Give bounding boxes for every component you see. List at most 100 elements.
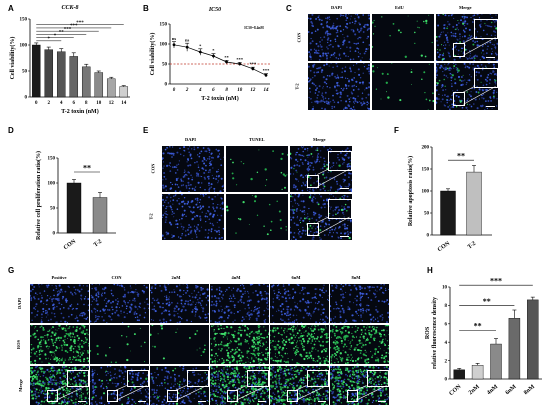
image-ros-2nm — [150, 325, 209, 364]
zoom-box-small — [226, 390, 238, 403]
column-label-6nm: 6nM — [291, 275, 301, 280]
data-point — [264, 73, 268, 77]
image-ros-6nm — [270, 325, 329, 364]
fluorescence-texture — [162, 146, 224, 192]
fluorescence-texture — [372, 14, 433, 58]
fluorescence-texture — [290, 194, 352, 240]
fluorescence-texture — [308, 63, 370, 110]
x-tick-label: 8 — [85, 101, 88, 106]
column-label-edu: EdU — [395, 5, 404, 10]
zoom-box-small — [286, 390, 298, 403]
fluorescence-texture — [150, 366, 209, 405]
image-merge-positive — [30, 366, 89, 405]
x-axis-label: T-2 toxin (nM) — [201, 95, 238, 102]
x-tick-label: 8 — [225, 88, 228, 93]
x-tick-label: T-2 — [467, 241, 477, 251]
data-point — [172, 43, 176, 47]
y-tick-label: 150 — [20, 18, 28, 23]
zoom-connector — [55, 385, 87, 401]
zoom-box-small — [307, 222, 320, 237]
y-axis-label: Relative apoptosis ratio(%) — [407, 156, 414, 226]
panel-label-b: B — [143, 4, 149, 13]
x-tick-label: 6nM — [505, 384, 518, 397]
zoom-connector — [317, 168, 350, 187]
significance-label: ** — [457, 152, 465, 161]
column-label-merge: Merge — [459, 5, 472, 10]
zoom-box-large — [306, 369, 329, 388]
bar — [453, 369, 465, 380]
y-tick-label: 2 — [445, 359, 448, 364]
y-tick-label: 150 — [48, 157, 56, 162]
y-tick-label: 0 — [53, 232, 56, 237]
zoom-connector — [235, 385, 267, 401]
bar — [31, 44, 41, 98]
fluorescence-texture — [372, 63, 434, 110]
x-axis-label: T-2 toxin (nM) — [61, 108, 98, 115]
x-tick-label: 4nM — [486, 384, 499, 397]
column-label-8nm: 8nM — [351, 275, 361, 280]
panel-label-g: G — [8, 266, 15, 275]
y-axis-label-line2: relative fluorescence density — [432, 297, 438, 369]
panel-label-f: F — [394, 126, 399, 135]
x-tick-label: T-2 — [93, 239, 103, 249]
significance-label: *** — [70, 24, 78, 29]
image-ros-positive — [30, 325, 89, 364]
fluorescence-texture — [270, 284, 329, 323]
data-point — [198, 50, 202, 54]
dapi-image — [308, 14, 370, 61]
fluorescence-texture — [162, 194, 224, 240]
image-merge-2nm — [150, 366, 209, 405]
dapi-image — [162, 194, 224, 240]
zoom-connector — [463, 86, 496, 105]
y-tick-label: 150 — [422, 168, 430, 173]
significance-label: * — [212, 48, 215, 53]
column-label-4nm: 4nM — [231, 275, 241, 280]
x-tick-label: 4 — [60, 101, 63, 106]
scale-bar — [340, 236, 349, 237]
significance-label: ** — [483, 297, 491, 306]
column-label-dapi: DAPI — [185, 137, 196, 142]
bar — [527, 299, 539, 380]
y-tick-label: 6 — [445, 323, 448, 328]
data-point — [251, 67, 255, 71]
y-tick-label: 200 — [422, 146, 430, 151]
y-tick-label: 100 — [160, 43, 168, 48]
significance-label: * — [199, 43, 202, 48]
zoom-connector — [355, 385, 387, 401]
y-axis-label-line1: ROS — [425, 326, 431, 339]
significance-label: ns — [172, 36, 177, 41]
fluorescence-texture — [150, 284, 209, 323]
row-label-dapi: DAPI — [17, 297, 22, 309]
zoom-connector — [175, 385, 207, 401]
fluorescence-texture — [210, 325, 269, 364]
significance-label: * — [54, 34, 57, 39]
scale-bar — [340, 188, 349, 189]
tunel-image — [226, 146, 288, 192]
fluorescence-texture — [230, 149, 288, 191]
bar — [508, 318, 521, 380]
row-label-t-2: T-2 — [148, 213, 154, 220]
fluorescence-texture — [270, 325, 329, 364]
zoom-box-small — [106, 390, 118, 403]
dapi-image — [162, 146, 224, 192]
y-axis-label: Relative cell proliferation ratio(%) — [35, 151, 42, 240]
image-dapi-con — [90, 284, 149, 323]
row-label-ros: ROS — [16, 339, 22, 349]
significance-label: * — [48, 37, 51, 42]
x-tick-label: 14 — [264, 88, 270, 93]
merge-image — [290, 194, 352, 240]
significance-label: *** — [249, 62, 257, 67]
zoom-connector — [295, 385, 327, 401]
y-axis-label: Cell viability(%) — [9, 37, 16, 80]
bar — [94, 72, 104, 98]
x-tick-label: CON — [448, 384, 463, 398]
image-dapi-4nm — [210, 284, 269, 323]
column-label-dapi: DAPI — [331, 5, 342, 10]
x-tick-label: 4 — [198, 88, 202, 93]
chart-d-proliferation: 0 50 100 150 Relative cell proliferation rat… — [35, 151, 116, 251]
y-tick-label: 10 — [442, 286, 448, 291]
panel-label-c: C — [286, 4, 292, 13]
row-label-con: CON — [150, 163, 156, 174]
zoom-connector — [235, 385, 247, 391]
